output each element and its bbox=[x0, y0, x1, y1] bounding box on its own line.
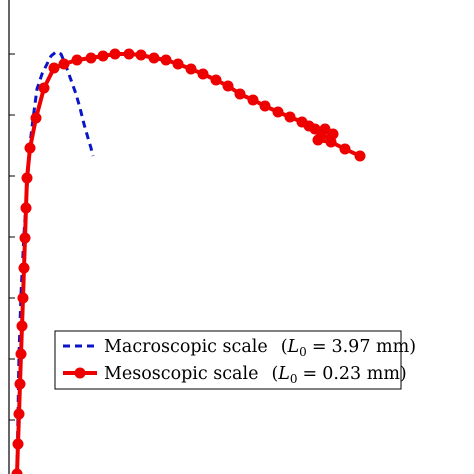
mesoscopic-scale-point-41 bbox=[312, 134, 324, 146]
mesoscopic-scale-point-25 bbox=[172, 58, 184, 70]
mesoscopic-scale-point-12 bbox=[24, 142, 36, 154]
legend: Macroscopic scale (L0 = 3.97 mm) Mesoscopic … bbox=[54, 330, 416, 390]
mesoscopic-scale-point-20 bbox=[109, 48, 121, 60]
mesoscopic-scale-point-27 bbox=[197, 68, 209, 80]
mesoscopic-scale-point-26 bbox=[185, 63, 197, 75]
mesoscopic-scale-point-11 bbox=[21, 172, 33, 184]
macroscopic-scale-line bbox=[15, 50, 95, 474]
legend-entries: Macroscopic scale (L0 = 3.97 mm) Mesoscopic … bbox=[63, 337, 416, 386]
mesoscopic-scale-point-39 bbox=[319, 123, 331, 135]
legend-box bbox=[54, 330, 402, 390]
mesoscopic-scale-point-1 bbox=[11, 468, 23, 474]
mesoscopic-scale-point-4 bbox=[14, 378, 26, 390]
mesoscopic-scale-point-7 bbox=[17, 292, 29, 304]
mesoscopic-scale-point-15 bbox=[48, 62, 60, 74]
mesoscopic-scale-point-14 bbox=[38, 82, 50, 94]
mesoscopic-scale-point-31 bbox=[247, 94, 259, 106]
legend-entry-macroscopic-scale: Macroscopic scale (L0 = 3.97 mm) bbox=[63, 337, 416, 359]
plot-area bbox=[8, 0, 366, 474]
mesoscopic-scale-point-43 bbox=[339, 143, 351, 155]
mesoscopic-scale-point-23 bbox=[148, 52, 160, 64]
mesoscopic-scale-point-22 bbox=[135, 49, 147, 61]
mesoscopic-scale-point-9 bbox=[19, 232, 31, 244]
legend-marker-mesoscopic-scale bbox=[74, 367, 86, 379]
mesoscopic-scale-point-32 bbox=[259, 100, 271, 112]
mesoscopic-scale-point-28 bbox=[210, 74, 222, 86]
mesoscopic-scale-point-8 bbox=[18, 262, 30, 274]
mesoscopic-scale-point-30 bbox=[234, 88, 246, 100]
legend-label-macroscopic-scale: Macroscopic scale (L0 = 3.97 mm) bbox=[104, 337, 416, 359]
mesoscopic-scale-point-16 bbox=[58, 58, 70, 70]
macroscopic-scale-series bbox=[15, 50, 95, 474]
mesoscopic-scale-point-2 bbox=[12, 438, 24, 450]
mesoscopic-scale-point-21 bbox=[123, 48, 135, 60]
legend-label-mesoscopic-scale: Mesoscopic scale (L0 = 0.23 mm) bbox=[104, 364, 407, 386]
mesoscopic-scale-point-17 bbox=[71, 54, 83, 66]
mesoscopic-scale-point-19 bbox=[97, 50, 109, 62]
mesoscopic-scale-point-13 bbox=[30, 112, 42, 124]
mesoscopic-scale-point-44 bbox=[354, 150, 366, 162]
y-axis-ticks bbox=[9, 53, 15, 421]
mesoscopic-scale-point-3 bbox=[13, 408, 25, 420]
mesoscopic-scale-point-10 bbox=[20, 202, 32, 214]
legend-entry-mesoscopic-scale: Mesoscopic scale (L0 = 0.23 mm) bbox=[63, 364, 407, 386]
mesoscopic-scale-point-42 bbox=[325, 136, 337, 148]
mesoscopic-scale-point-24 bbox=[160, 54, 172, 66]
mesoscopic-scale-point-33 bbox=[272, 106, 284, 118]
mesoscopic-scale-point-18 bbox=[85, 52, 97, 64]
mesoscopic-scale-series bbox=[11, 48, 366, 474]
mesoscopic-scale-line bbox=[15, 52, 361, 474]
series-layer bbox=[11, 48, 366, 474]
mesoscopic-scale-point-5 bbox=[15, 348, 27, 360]
mesoscopic-scale-point-29 bbox=[222, 80, 234, 92]
mesoscopic-scale-point-6 bbox=[16, 320, 28, 332]
mesoscopic-scale-point-34 bbox=[284, 111, 296, 123]
